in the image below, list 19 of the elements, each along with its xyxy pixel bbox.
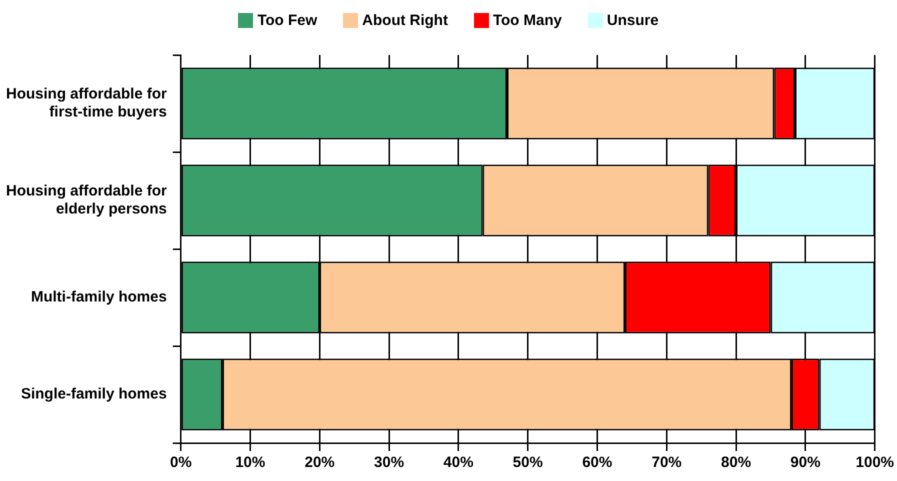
- x-tick-label: 0%: [170, 454, 192, 472]
- x-tick-label: 10%: [235, 454, 266, 472]
- x-tick-label: 90%: [790, 454, 820, 472]
- x-tick-label: 100%: [856, 454, 894, 472]
- legend-label: Too Few: [257, 12, 318, 28]
- y-tick-label: Single-family homes: [20, 386, 167, 403]
- x-tick-label: 70%: [652, 454, 682, 472]
- x-tick-label: 20%: [304, 454, 335, 472]
- x-tick-label: 80%: [721, 454, 752, 472]
- x-tick-label: 50%: [512, 454, 543, 472]
- x-tick-label: 30%: [374, 454, 404, 472]
- y-tick-label: Housing affordable for elderly persons: [6, 182, 167, 218]
- legend-label: Too Many: [492, 12, 562, 28]
- x-tick-label: 60%: [582, 454, 612, 472]
- legend-label: About Right: [362, 12, 448, 28]
- x-tick-label: 40%: [443, 454, 474, 472]
- y-tick-label: Multi-family homes: [30, 288, 167, 306]
- legend-label: Unsure: [606, 12, 659, 28]
- y-tick-label: Housing affordable for first-time buyers: [6, 86, 167, 121]
